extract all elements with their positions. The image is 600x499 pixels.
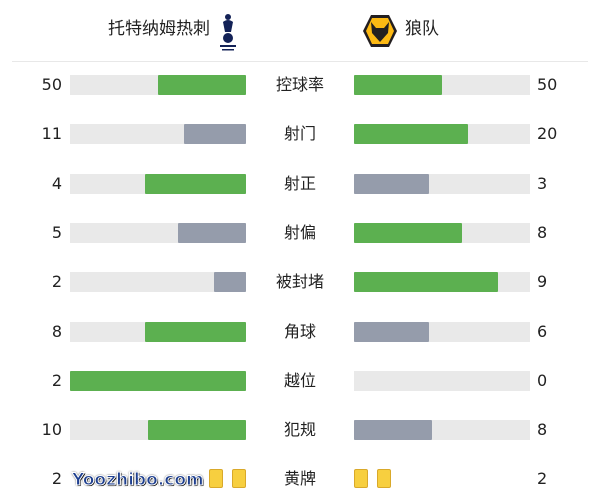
stat-label: 射正 (283, 173, 316, 193)
away-bar-fill (354, 222, 463, 243)
home-bar-track (70, 321, 246, 342)
home-bar-track (70, 370, 246, 391)
away-bar-track (354, 272, 530, 293)
home-bar-track (70, 124, 246, 145)
stat-row: 50 控球率 50 (0, 75, 600, 95)
away-value: 20 (537, 124, 558, 144)
home-bar-fill (214, 272, 246, 293)
stat-label: 射门 (283, 124, 316, 144)
home-bar-track (70, 75, 246, 95)
header-divider (12, 61, 588, 62)
yellow-card-icon (377, 469, 391, 489)
home-value: 5 (51, 222, 62, 242)
tottenham-logo-icon (220, 14, 236, 51)
yellow-card-row: 2 黄牌 2 (0, 469, 600, 489)
home-value: 4 (51, 173, 62, 193)
stat-row: 8 角球 6 (0, 321, 600, 342)
away-bar-fill (354, 420, 433, 441)
wolves-logo-icon (363, 15, 397, 47)
stat-row: 10 犯规 8 (0, 420, 600, 441)
yellow-card-icon (232, 469, 246, 489)
away-value: 9 (537, 272, 548, 292)
home-bar-fill (70, 370, 246, 391)
away-value: 50 (537, 75, 558, 94)
home-bar-fill (178, 222, 246, 243)
stat-row: 11 射门 20 (0, 124, 600, 145)
away-value: 8 (537, 420, 548, 440)
home-bar-fill (183, 124, 246, 145)
away-value: 8 (537, 222, 548, 242)
home-bar-fill (145, 173, 246, 194)
home-bar-track (70, 272, 246, 293)
stat-label: 被封堵 (275, 272, 324, 292)
home-bar-track (70, 173, 246, 194)
away-team-name: 狼队 (405, 19, 439, 39)
home-bar-fill (148, 420, 246, 441)
home-value: 11 (41, 124, 62, 144)
home-bar-fill (145, 321, 246, 342)
away-bar-track (354, 173, 530, 194)
home-value: 10 (41, 420, 62, 440)
home-bar-track (70, 420, 246, 441)
away-bar-track (354, 321, 530, 342)
home-value: 8 (51, 321, 62, 341)
away-bar-track (354, 222, 530, 243)
away-bar-track (354, 420, 530, 441)
yellow-card-icon (209, 469, 223, 489)
watermark: Yoozhibo.com (72, 470, 205, 491)
away-bar-fill (354, 75, 442, 95)
away-bar-track (354, 370, 530, 391)
home-value: 2 (51, 469, 62, 489)
away-value: 2 (537, 469, 548, 489)
home-value: 2 (51, 370, 62, 390)
stat-row: 5 射偏 8 (0, 222, 600, 243)
away-bar-fill (354, 321, 430, 342)
stat-label: 控球率 (275, 75, 324, 94)
stat-row: 2 越位 0 (0, 370, 600, 391)
away-value: 3 (537, 173, 548, 193)
away-bar-track (354, 124, 530, 145)
home-team-name: 托特纳姆热刺 (108, 19, 210, 39)
away-value: 6 (537, 321, 548, 341)
away-bar-fill (354, 124, 468, 145)
match-header: 托特纳姆热刺 狼队 (0, 0, 600, 61)
stat-label: 角球 (283, 321, 316, 341)
stat-row: 2 被封堵 9 (0, 272, 600, 293)
home-bar-track (70, 222, 246, 243)
away-bar-fill (354, 272, 498, 293)
stat-label: 黄牌 (283, 469, 316, 489)
yellow-card-icon (354, 469, 368, 489)
home-value: 50 (41, 75, 62, 94)
home-value: 2 (51, 272, 62, 292)
stat-label: 犯规 (283, 420, 316, 440)
away-bar-track (354, 75, 530, 95)
stat-row: 4 射正 3 (0, 173, 600, 194)
stat-label: 越位 (283, 370, 316, 390)
stat-label: 射偏 (283, 222, 316, 242)
home-bar-fill (158, 75, 246, 95)
away-bar-fill (354, 173, 430, 194)
away-value: 0 (537, 370, 548, 390)
